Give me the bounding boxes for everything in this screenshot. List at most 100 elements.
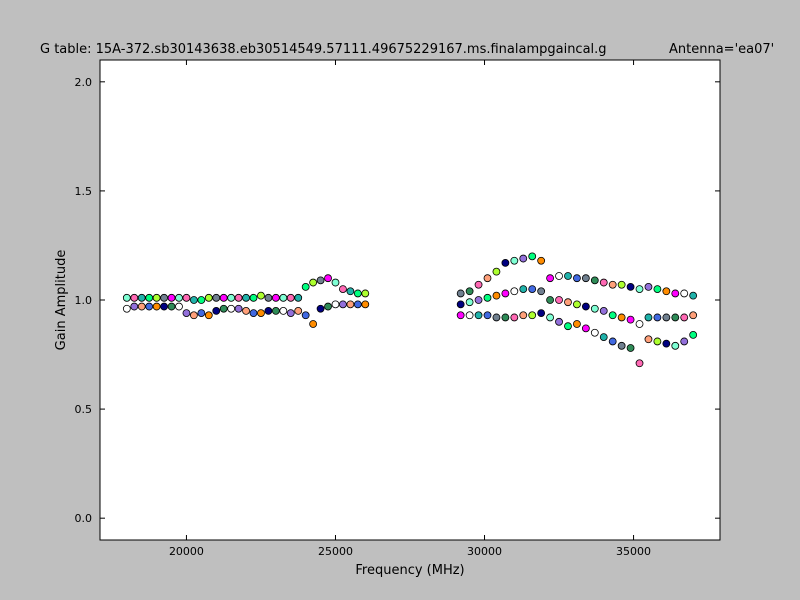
point bbox=[492, 291, 501, 300]
point bbox=[249, 293, 258, 302]
point bbox=[492, 267, 501, 276]
point bbox=[653, 313, 662, 322]
point bbox=[581, 274, 590, 283]
point bbox=[264, 307, 273, 315]
point bbox=[474, 311, 483, 320]
point bbox=[361, 300, 370, 309]
point bbox=[234, 304, 243, 313]
point bbox=[219, 304, 228, 313]
point bbox=[152, 302, 161, 311]
point bbox=[309, 278, 318, 287]
point bbox=[635, 320, 644, 328]
point bbox=[537, 287, 546, 296]
point bbox=[204, 293, 213, 302]
point bbox=[474, 296, 483, 304]
point bbox=[555, 272, 563, 280]
point bbox=[510, 256, 519, 265]
x-tick-label: 30000 bbox=[467, 545, 502, 558]
point bbox=[264, 293, 273, 302]
point bbox=[167, 293, 176, 302]
antenna-label: Antenna='ea07' bbox=[669, 42, 774, 57]
point bbox=[286, 293, 295, 302]
point bbox=[599, 333, 608, 341]
point bbox=[339, 285, 347, 293]
point bbox=[175, 293, 183, 302]
point bbox=[671, 313, 680, 322]
point bbox=[599, 307, 608, 315]
point bbox=[152, 293, 161, 302]
point bbox=[528, 311, 537, 320]
point bbox=[324, 274, 332, 283]
point bbox=[122, 293, 131, 302]
point bbox=[680, 337, 689, 346]
point bbox=[331, 300, 340, 309]
point bbox=[219, 293, 228, 302]
point bbox=[573, 320, 581, 328]
point bbox=[537, 256, 546, 265]
point bbox=[573, 300, 581, 309]
point bbox=[279, 293, 288, 302]
point bbox=[680, 289, 689, 298]
chart-title: G table: 15A-372.sb30143638.eb30514549.5… bbox=[40, 42, 607, 57]
point bbox=[644, 283, 653, 291]
point bbox=[689, 331, 698, 339]
point bbox=[626, 283, 635, 291]
point bbox=[501, 289, 510, 298]
point bbox=[626, 315, 635, 324]
point bbox=[160, 293, 168, 302]
point bbox=[130, 302, 139, 311]
x-tick-label: 20000 bbox=[169, 545, 204, 558]
point bbox=[456, 311, 465, 320]
point bbox=[361, 289, 370, 298]
point bbox=[257, 291, 265, 300]
point bbox=[519, 254, 528, 263]
point bbox=[546, 296, 554, 304]
point bbox=[286, 309, 295, 317]
point bbox=[197, 309, 206, 317]
point bbox=[227, 293, 236, 302]
point bbox=[242, 293, 250, 302]
point bbox=[617, 313, 626, 322]
point bbox=[581, 324, 590, 333]
y-tick-label: 2.0 bbox=[75, 76, 93, 89]
point bbox=[555, 317, 563, 326]
point bbox=[212, 293, 221, 302]
point bbox=[271, 307, 280, 315]
point bbox=[680, 313, 689, 322]
point bbox=[608, 280, 617, 289]
point bbox=[564, 322, 572, 331]
point bbox=[465, 287, 474, 296]
point bbox=[182, 293, 191, 302]
point bbox=[644, 335, 653, 344]
point bbox=[301, 311, 310, 320]
point bbox=[175, 302, 183, 311]
points bbox=[122, 252, 698, 368]
point bbox=[617, 341, 626, 350]
y-tick-label: 1.5 bbox=[75, 185, 93, 198]
point bbox=[353, 300, 362, 309]
point bbox=[483, 311, 492, 320]
x-tick-label: 35000 bbox=[616, 545, 651, 558]
point bbox=[145, 293, 154, 302]
point bbox=[204, 311, 213, 320]
point bbox=[122, 304, 131, 313]
point bbox=[608, 337, 617, 346]
point bbox=[212, 307, 221, 315]
point bbox=[189, 296, 198, 304]
point bbox=[197, 296, 206, 304]
point bbox=[465, 311, 474, 320]
x-tick-label: 25000 bbox=[318, 545, 353, 558]
point bbox=[456, 300, 465, 309]
point bbox=[130, 293, 139, 302]
point bbox=[242, 307, 250, 315]
point bbox=[537, 309, 546, 317]
point bbox=[689, 291, 698, 300]
point bbox=[564, 298, 572, 307]
y-tick-label: 0.0 bbox=[75, 512, 93, 525]
point bbox=[546, 274, 554, 283]
point bbox=[316, 276, 325, 285]
point bbox=[644, 313, 653, 322]
point bbox=[528, 285, 537, 293]
point bbox=[564, 272, 572, 280]
y-tick-label: 1.0 bbox=[75, 294, 93, 307]
